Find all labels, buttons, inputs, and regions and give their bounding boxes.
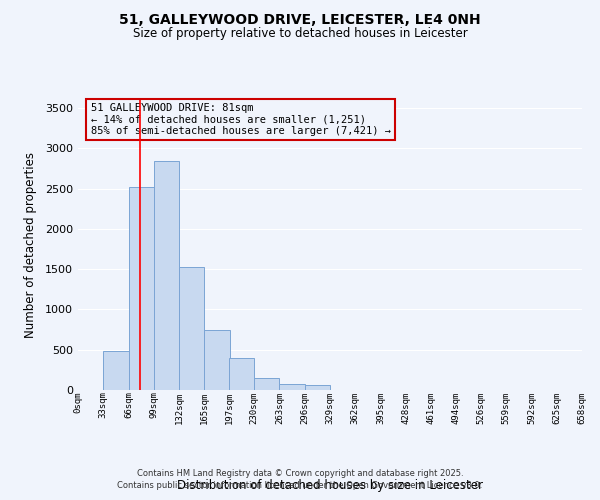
Text: Contains HM Land Registry data © Crown copyright and database right 2025.: Contains HM Land Registry data © Crown c…: [137, 468, 463, 477]
Text: 51, GALLEYWOOD DRIVE, LEICESTER, LE4 0NH: 51, GALLEYWOOD DRIVE, LEICESTER, LE4 0NH: [119, 12, 481, 26]
X-axis label: Distribution of detached houses by size in Leicester: Distribution of detached houses by size …: [177, 479, 483, 492]
Bar: [229, 358, 254, 390]
Bar: [179, 267, 205, 390]
Bar: [280, 384, 305, 390]
Bar: [254, 378, 280, 390]
Bar: [305, 385, 330, 390]
Bar: [128, 187, 154, 390]
Bar: [103, 352, 128, 390]
Text: Size of property relative to detached houses in Leicester: Size of property relative to detached ho…: [133, 28, 467, 40]
Bar: [205, 330, 230, 390]
Y-axis label: Number of detached properties: Number of detached properties: [23, 152, 37, 338]
Text: Contains public sector information licensed under the Open Government Licence v3: Contains public sector information licen…: [118, 481, 482, 490]
Bar: [154, 161, 179, 390]
Text: 51 GALLEYWOOD DRIVE: 81sqm
← 14% of detached houses are smaller (1,251)
85% of s: 51 GALLEYWOOD DRIVE: 81sqm ← 14% of deta…: [91, 103, 391, 136]
